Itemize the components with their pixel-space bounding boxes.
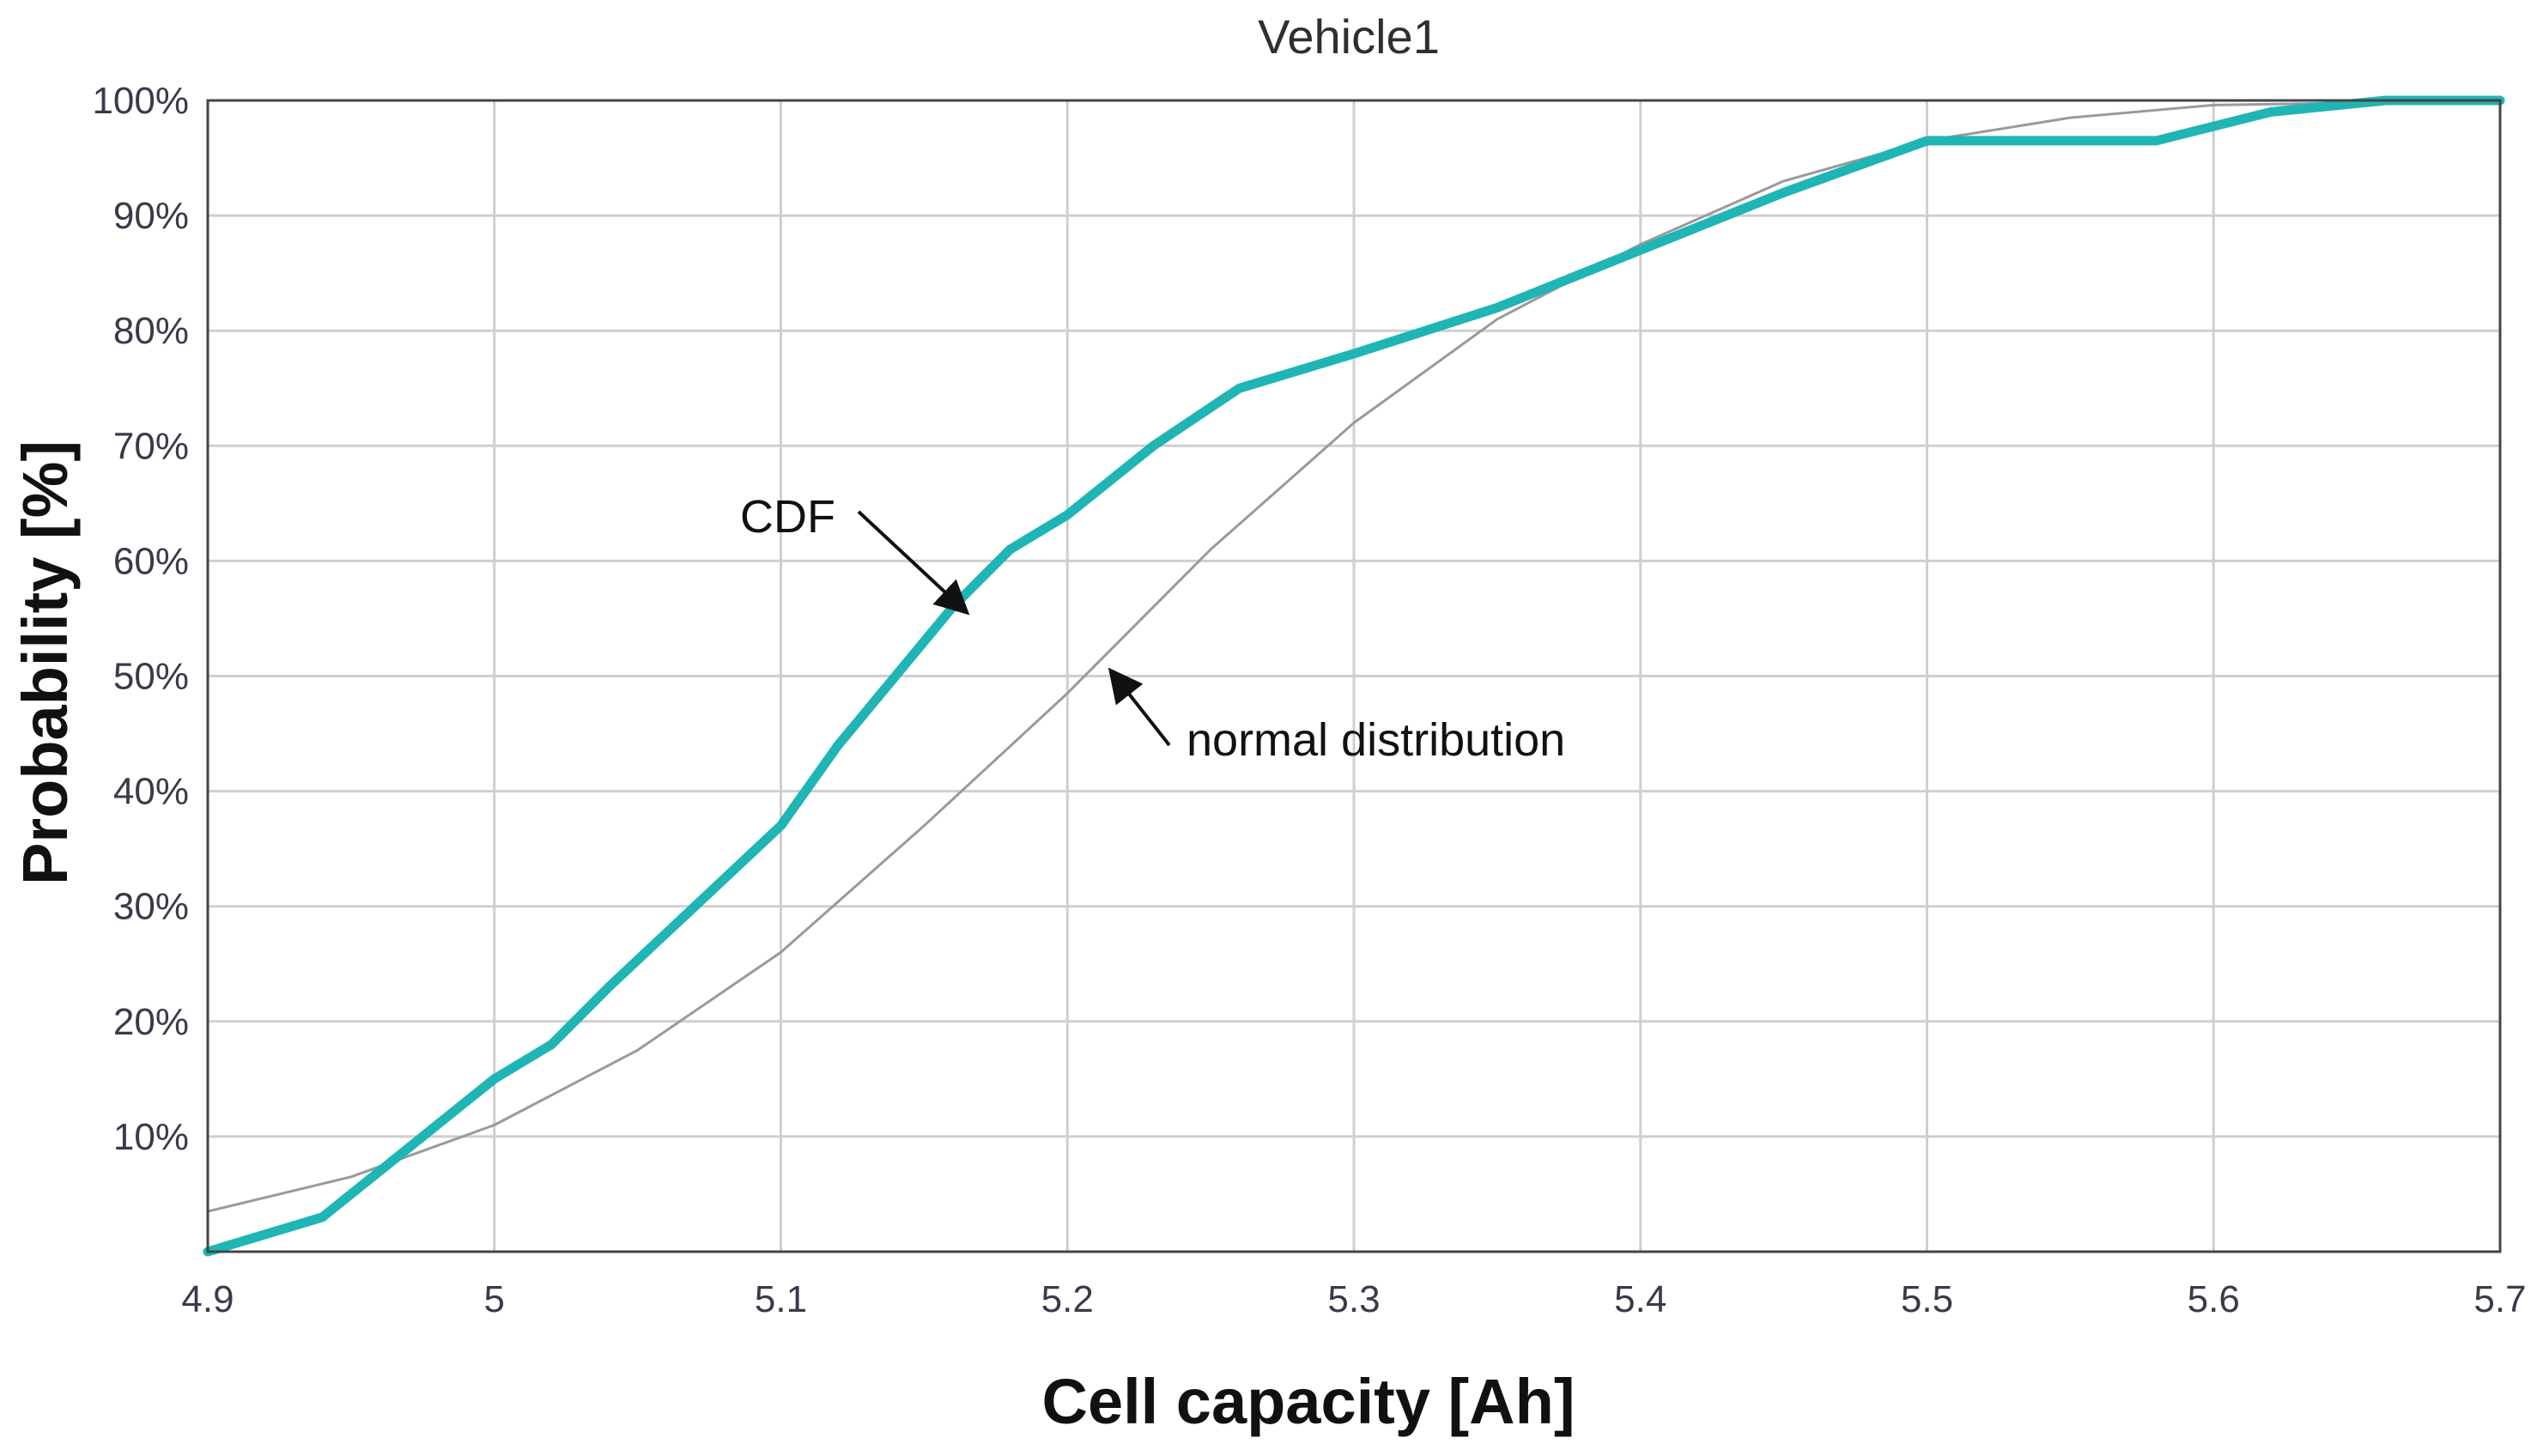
cdf-annotation-label: CDF <box>740 491 835 543</box>
normal-distribution-annotation-label: normal distribution <box>1187 714 1565 766</box>
plot-frame <box>206 99 2502 1253</box>
x-tick-label: 5.1 <box>755 1278 807 1320</box>
y-tick-label: 90% <box>113 195 189 237</box>
tick-labels: 4.9 5 5.1 5.2 5.3 5.4 5.5 5.6 5.7 10% 20% 30% 40% 50%… <box>92 80 2526 1320</box>
x-tick-label: 5.7 <box>2473 1278 2526 1320</box>
x-tick-label: 5 <box>484 1278 505 1320</box>
chart-title: Vehicle1 <box>1258 9 1440 64</box>
cdf-series-line <box>203 95 2505 1257</box>
y-tick-label: 40% <box>113 771 189 813</box>
x-axis-label: Cell capacity [Ah] <box>1042 1366 1575 1437</box>
x-tick-label: 5.5 <box>1901 1278 1953 1320</box>
y-tick-label: 70% <box>113 425 189 467</box>
y-tick-label: 60% <box>113 540 189 582</box>
x-tick-label: 5.4 <box>1614 1278 1666 1320</box>
y-tick-label: 10% <box>113 1116 189 1158</box>
annotations: CDF normal distribution <box>740 491 1565 766</box>
y-tick-label: 50% <box>113 656 189 698</box>
x-tick-label: 5.2 <box>1041 1278 1094 1320</box>
normal-distribution-annotation-arrow <box>1108 667 1171 747</box>
y-tick-label: 20% <box>113 1001 189 1043</box>
y-tick-label: 80% <box>113 310 189 352</box>
normal-distribution-series-line <box>206 99 2502 1213</box>
y-tick-label: 30% <box>113 886 189 928</box>
cdf-annotation-arrow <box>857 510 970 616</box>
x-tick-label: 4.9 <box>181 1278 234 1320</box>
y-tick-label: 100% <box>92 80 189 122</box>
series-layer <box>203 95 2505 1257</box>
x-tick-label: 5.3 <box>1327 1278 1380 1320</box>
x-tick-label: 5.6 <box>2188 1278 2240 1320</box>
y-axis-label: Probability [%] <box>9 440 81 885</box>
